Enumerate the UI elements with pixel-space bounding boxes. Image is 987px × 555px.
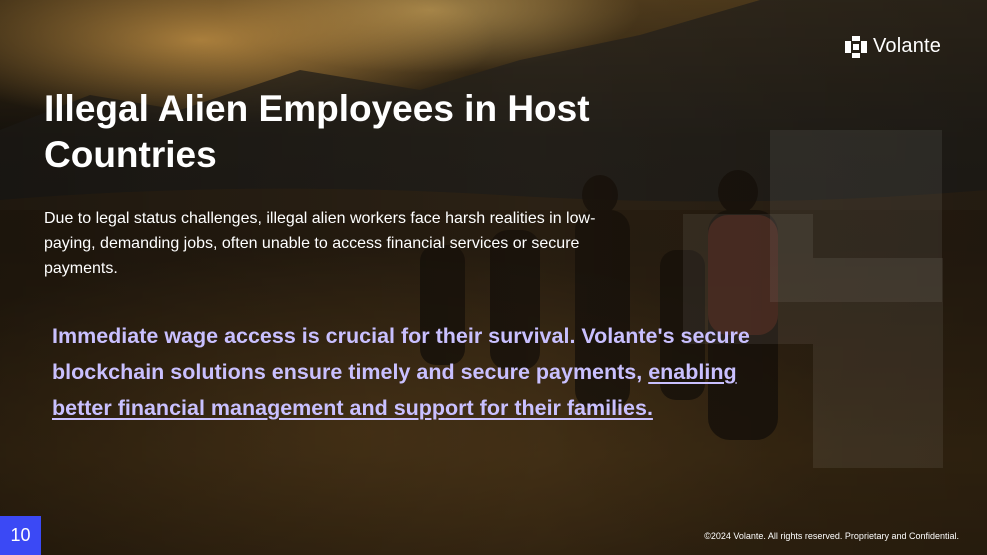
decorative-square	[770, 130, 942, 302]
brand-logo: Volante	[845, 35, 941, 58]
decorative-square	[683, 214, 813, 344]
highlight-paragraph: Immediate wage access is crucial for the…	[52, 318, 797, 426]
page-number: 10	[0, 516, 41, 555]
volante-logo-icon	[845, 35, 867, 58]
slide-title: Illegal Alien Employees in Host Countrie…	[44, 88, 590, 175]
highlight-text: Immediate wage access is crucial for the…	[52, 324, 750, 384]
copyright-notice: ©2024 Volante. All rights reserved. Prop…	[704, 531, 959, 541]
brand-name: Volante	[873, 35, 942, 57]
intro-paragraph: Due to legal status challenges, illegal …	[44, 210, 596, 277]
decorative-square	[813, 258, 943, 468]
highlight-link[interactable]: enabling better financial management and…	[52, 360, 737, 420]
